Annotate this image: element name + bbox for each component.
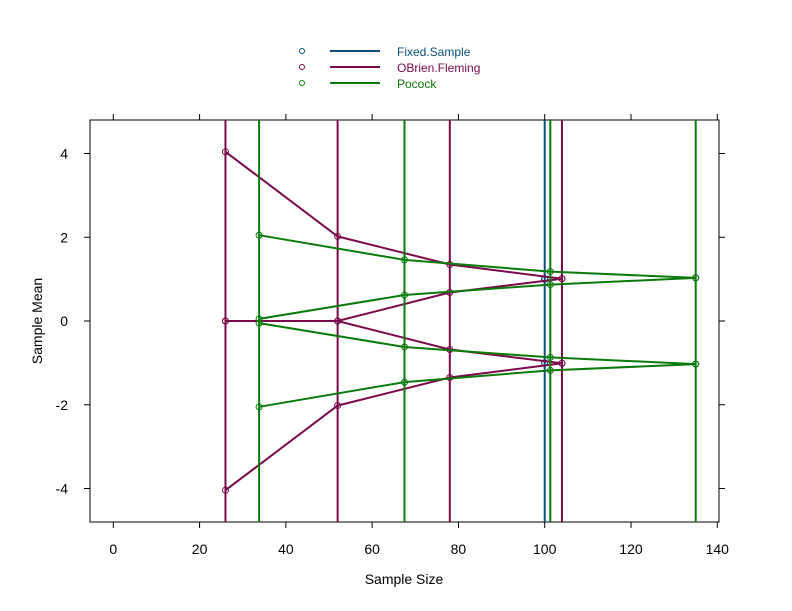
x-tick-label: 140 [706,541,730,557]
y-tick-label: -2 [56,397,69,413]
boundary-point [255,231,263,239]
boundary-lower-inner-line [225,320,563,365]
boundary-point [255,315,263,323]
boundary-lower-line [224,362,563,491]
legend-point-marker [299,48,305,54]
boundary-upper-inner-line [258,276,696,320]
x-tick-label: 0 [109,541,117,557]
boundary-point [558,275,566,283]
boundary-point [221,148,229,156]
x-tick-label: 40 [278,541,294,557]
x-tick-label: 60 [364,541,380,557]
boundary-point [334,402,342,410]
y-tick-label: 4 [60,146,68,162]
x-axis-title: Sample Size [365,571,444,587]
y-tick-label: 0 [60,313,68,329]
boundary-point [546,268,554,276]
boundary-upper-line [258,234,696,279]
boundary-point [401,291,408,299]
x-tick-label: 100 [533,541,557,557]
x-tick-label: 20 [192,541,208,557]
y-tick-label: -4 [56,481,69,497]
boundary-lower-inner-line [258,322,696,366]
boundary-point [692,274,700,282]
boundary-point [546,366,554,374]
boundary-point [334,317,342,325]
series-pocock [255,120,700,522]
boundary-upper-inner-line [225,277,563,322]
y-tick-label: 2 [60,229,68,245]
boundary-point [546,281,554,289]
boundary-point [255,319,263,327]
boundary-lower-line [258,363,696,408]
boundary-point [401,256,408,264]
series-fixed-sample [541,120,549,522]
boundary-point [255,403,263,411]
x-tick-label: 80 [451,541,467,557]
boundary-point [692,360,700,368]
boundary-point [221,486,229,494]
boundary-point [401,378,408,386]
legend-label: Pocock [397,77,437,91]
boundary-upper-line [224,151,563,280]
boundary-point [221,317,229,325]
boundary-point [401,343,408,351]
boundary-point [558,359,566,367]
series-layer [221,120,700,522]
legend-point-marker [299,80,305,86]
x-tick-label: 120 [619,541,643,557]
legend-label: Fixed.Sample [397,45,471,59]
legend-label: OBrien.Fleming [397,61,480,75]
boundary-point [334,232,342,240]
ticks-layer: 0 20 40 60 80 100 120 140 -4 -2 0 2 4 [56,114,730,557]
series-obrien-fleming [221,120,566,522]
legend-point-marker [299,64,305,70]
y-axis-title: Sample Mean [29,278,45,364]
boundary-point [546,353,554,361]
legend: Fixed.Sample OBrien.Fleming Pocock [299,45,480,91]
